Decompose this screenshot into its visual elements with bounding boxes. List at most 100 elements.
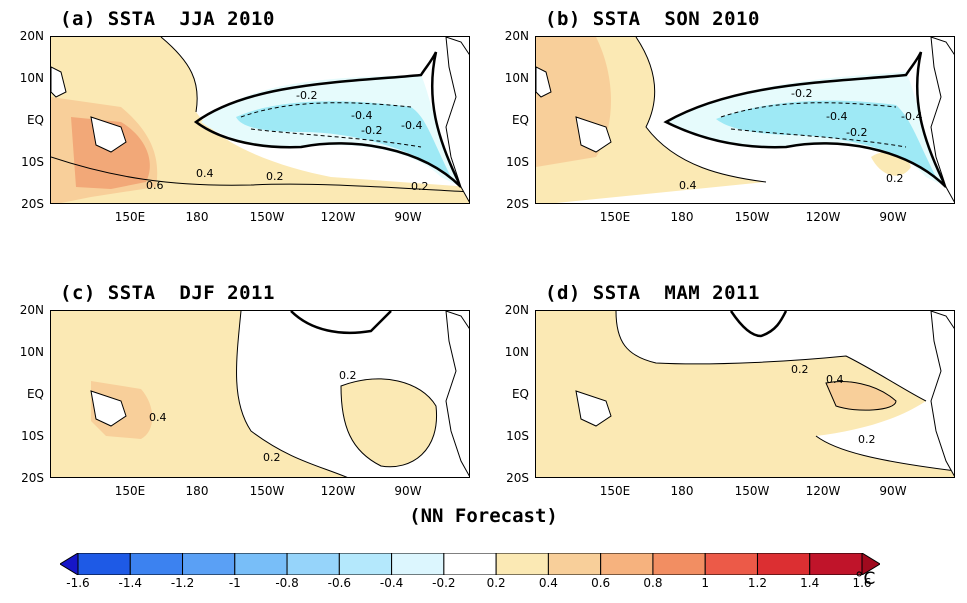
contour-label: -0.4 [901,110,922,123]
colorbar-swatch [77,553,131,575]
colorbar-swatch [391,553,445,575]
panel-title: (b) SSTA SON 2010 [545,8,760,30]
colorbar-tick-label: -1.4 [118,576,142,590]
land-mass [930,37,954,203]
colorbar [60,553,880,575]
land-mass [445,311,469,477]
colorbar-swatch [652,553,706,575]
sst-anomaly-map: 0.2 0.4 0.2 [536,311,954,477]
y-tick-label: EQ [26,387,44,401]
negative-anomaly-region [716,100,936,177]
positive-contour [340,378,438,468]
contour-label: 0.2 [263,451,281,464]
contour-label: 0.2 [266,170,284,183]
x-tick-label: 90W [879,210,907,224]
map-area: -0.2 -0.4 -0.2 -0.4 0.4 0.2 [535,36,955,204]
colorbar-tick-label: -1 [228,576,241,590]
y-tick-label: 10S [21,429,44,443]
positive-contour [615,311,927,402]
figure-footer: (NN Forecast) [409,505,558,527]
sst-anomaly-map: -0.2 -0.4 -0.2 -0.4 0.4 0.2 [536,37,954,203]
contour-label: 0.2 [791,363,809,376]
contour-label: -0.4 [826,110,847,123]
sst-anomaly-map: -0.2 -0.4 -0.2 -0.4 0.6 0.4 0.2 0.2 [51,37,469,203]
y-tick-label: EQ [511,387,529,401]
contour-label: 0.6 [146,179,164,192]
y-tick-label: 10N [504,71,529,85]
colorbar-tick-label: -0.6 [327,576,352,590]
colorbar-swatch [495,553,549,575]
colorbar-tick-label: 1.4 [800,576,820,590]
contour-label: 0.4 [679,179,697,192]
contour-label: -0.2 [791,87,812,100]
positive-contour [815,435,954,472]
contour-label: 0.4 [196,167,214,180]
y-tick-label: 10S [506,155,529,169]
x-tick-label: 150E [599,484,631,498]
colorbar-swatch [600,553,654,575]
colorbar-swatch [286,553,340,575]
zero-contour [729,311,788,338]
x-tick-label: 150W [249,210,285,224]
colorbar-tick-label: 0.8 [643,576,663,590]
contour-label: 0.2 [858,433,876,446]
colorbar-tick-label: -0.2 [432,576,456,590]
land-mass [90,116,127,153]
colorbar-swatch [182,553,236,575]
colorbar-tick-label: -0.4 [379,576,404,590]
land-mass [930,311,954,477]
contour-label: 0.4 [149,411,167,424]
contour-label: 0.2 [339,369,357,382]
colorbar-tick-label: -1.2 [170,576,195,590]
x-tick-label: 180 [670,210,694,224]
colorbar-swatch [129,553,184,575]
colorbar-tick-label: 1.2 [747,576,767,590]
x-tick-label: 90W [394,210,422,224]
colorbar-tick-label: 0.2 [486,576,506,590]
x-tick-label: 150W [734,484,770,498]
contour-label: -0.4 [401,119,422,132]
y-tick-label: 20S [21,471,44,485]
y-tick-label: 20S [21,197,44,211]
land-mass [90,390,127,427]
contour-label: 0.2 [411,180,429,193]
y-tick-label: EQ [511,113,529,127]
zero-contour [193,51,463,188]
map-area: 0.2 0.4 0.2 [535,310,955,478]
x-tick-label: 150E [599,210,631,224]
panel-title: (a) SSTA JJA 2010 [60,8,275,30]
colorbar-swatch [60,553,79,575]
map-area: -0.2 -0.4 -0.2 -0.4 0.6 0.4 0.2 0.2 [50,36,470,204]
x-tick-label: 90W [394,484,422,498]
x-tick-label: 150W [249,484,285,498]
x-tick-label: 180 [185,484,209,498]
y-tick-label: 20N [504,29,529,43]
x-tick-label: 150W [734,210,770,224]
y-tick-label: 20N [19,303,44,317]
x-tick-label: 90W [879,484,907,498]
map-area: 0.2 0.4 0.2 [50,310,470,478]
positive-contour [236,311,348,477]
x-tick-label: 180 [185,210,209,224]
contour-label: 0.4 [826,373,844,386]
positive-anomaly-region [826,381,896,411]
zero-contour [290,311,392,335]
contour-label: 0.2 [886,172,904,185]
positive-anomaly-region [71,117,150,189]
colorbar-swatch [704,553,758,575]
positive-contour [825,381,897,411]
negative-contour [720,102,897,118]
positive-contour [51,156,469,193]
negative-contour [240,102,412,118]
land-mass [445,37,469,203]
panel-title: (d) SSTA MAM 2011 [545,282,760,304]
y-tick-label: 10N [504,345,529,359]
panel-title: (c) SSTA DJF 2011 [60,282,275,304]
y-tick-label: 20S [506,471,529,485]
colorbar-tick-label: -1.6 [66,576,90,590]
land-mass [51,66,67,98]
colorbar-tick-label: 1 [701,576,709,590]
colorbar-swatch [234,553,288,575]
positive-anomaly-region [341,378,437,467]
sst-anomaly-map: 0.2 0.4 0.2 [51,311,469,477]
